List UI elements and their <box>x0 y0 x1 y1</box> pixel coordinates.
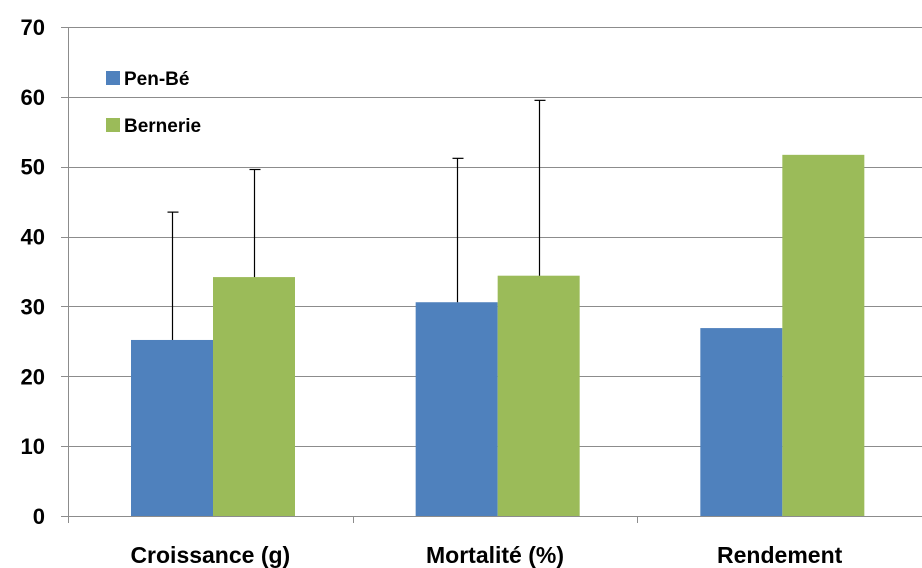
bar-bernerie-0 <box>213 277 295 516</box>
y-tick-label-20: 20 <box>21 364 45 389</box>
y-tick-label-70: 70 <box>21 15 45 40</box>
x-category-label-1: Mortalité (%) <box>426 542 564 568</box>
y-tick-label-40: 40 <box>21 225 45 250</box>
bar-pen-be-0 <box>131 339 213 516</box>
y-tick-label-50: 50 <box>21 155 45 180</box>
legend: Pen-Bé Bernerie <box>106 69 201 137</box>
bar-bernerie-1 <box>497 275 580 516</box>
legend-label-pen-be: Pen-Bé <box>124 69 189 90</box>
y-tick-label-60: 60 <box>21 85 45 110</box>
axes <box>61 27 922 523</box>
legend-label-bernerie: Bernerie <box>124 116 201 137</box>
bars <box>131 154 865 517</box>
error-bars <box>167 99 546 340</box>
bar-pen-be-1 <box>415 302 498 516</box>
y-tick-label-30: 30 <box>21 294 45 319</box>
x-category-label-2: Rendement <box>717 542 843 568</box>
axis-labels: 0 10 20 30 40 50 60 70 Croissance (g) Mortalité (… <box>21 15 843 568</box>
y-tick-label-0: 0 <box>33 504 45 529</box>
y-tick-label-10: 10 <box>21 434 45 459</box>
legend-swatch-bernerie <box>106 118 120 132</box>
legend-swatch-pen-be <box>106 71 120 85</box>
bar-pen-be-2 <box>700 328 783 516</box>
bar-bernerie-2 <box>782 154 865 517</box>
x-category-label-0: Croissance (g) <box>130 542 290 568</box>
